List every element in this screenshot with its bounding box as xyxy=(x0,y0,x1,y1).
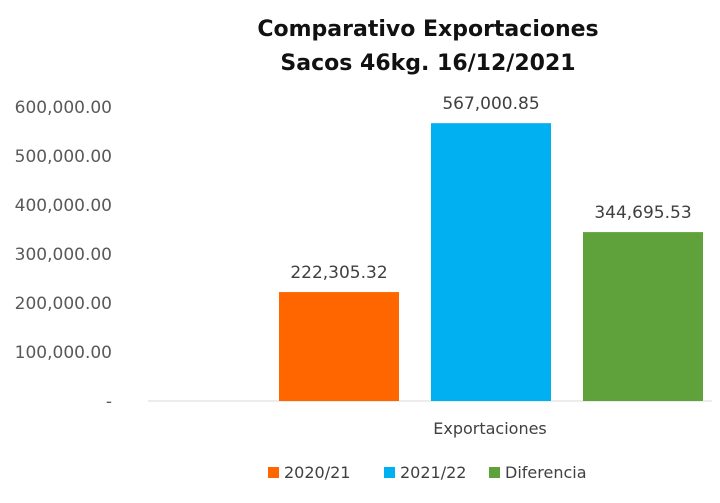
y-tick-label: 400,000.00 xyxy=(15,196,112,216)
chart-subtitle: Sacos 46kg. 16/12/2021 xyxy=(280,51,575,76)
legend: 2020/21 2021/22 Diferencia xyxy=(268,463,587,482)
bar-2021-22 xyxy=(431,123,551,401)
legend-swatch xyxy=(489,467,500,478)
legend-swatch xyxy=(384,467,395,478)
legend-label: 2020/21 xyxy=(284,463,350,482)
data-label: 344,695.53 xyxy=(594,203,691,223)
data-label: 222,305.32 xyxy=(290,263,387,283)
legend-label: 2021/22 xyxy=(400,463,466,482)
bars-group xyxy=(279,123,703,401)
y-tick-label: 600,000.00 xyxy=(15,98,112,118)
y-axis: - 100,000.00 200,000.00 300,000.00 400,000.0… xyxy=(15,98,112,412)
y-tick-label: 500,000.00 xyxy=(15,147,112,167)
y-tick-label: 200,000.00 xyxy=(15,294,112,314)
y-tick-label: - xyxy=(106,392,112,412)
y-tick-label: 300,000.00 xyxy=(15,245,112,265)
legend-swatch xyxy=(268,467,279,478)
bar-diferencia xyxy=(583,232,703,401)
legend-label: Diferencia xyxy=(505,463,587,482)
bar-2020-21 xyxy=(279,292,399,401)
category-label: Exportaciones xyxy=(433,419,547,438)
chart-title: Comparativo Exportaciones xyxy=(257,17,598,42)
data-label: 567,000.85 xyxy=(442,94,539,114)
data-labels-group: 222,305.32 567,000.85 344,695.53 xyxy=(290,94,691,283)
y-tick-label: 100,000.00 xyxy=(15,343,112,363)
